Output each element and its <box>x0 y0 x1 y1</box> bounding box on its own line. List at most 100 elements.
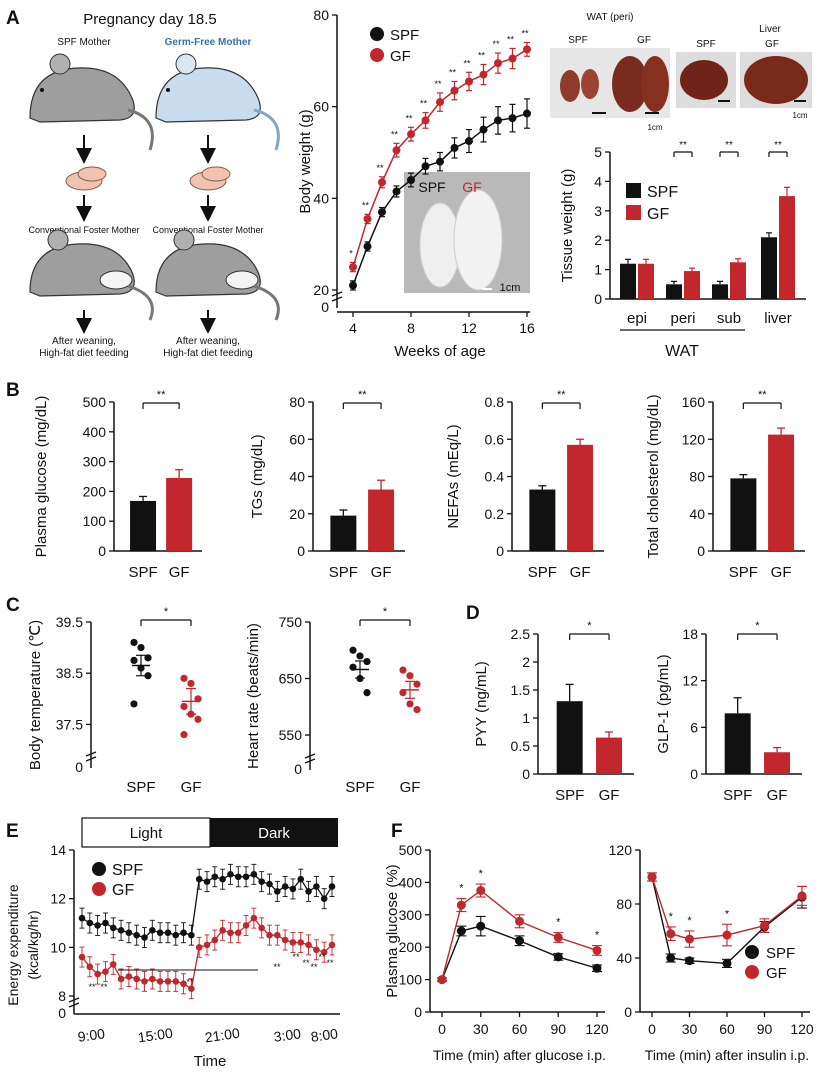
y-tick-label: 0 <box>594 291 602 307</box>
wat-photo-title: WAT (peri) <box>586 12 633 23</box>
panel-label-e: E <box>6 821 19 842</box>
data-point-gf <box>399 689 407 697</box>
significance-mark: ** <box>478 51 486 61</box>
y-axis-label: PYY (ng/mL) <box>473 661 490 747</box>
data-point-spf <box>156 929 164 937</box>
y-tick-label: 0.2 <box>485 506 505 522</box>
data-point-gf <box>274 931 281 939</box>
data-point-spf <box>281 883 289 890</box>
bar-gf <box>567 444 594 551</box>
y-tick-label: 1 <box>522 710 530 726</box>
data-point-gf <box>125 973 133 980</box>
series-line-spf <box>441 925 598 980</box>
data-point-spf <box>109 924 117 932</box>
y-tick-label: 8 <box>58 988 66 1004</box>
x-axis-label: Weeks of age <box>394 343 485 360</box>
y-tick-label: 80 <box>689 469 705 485</box>
significance-mark: ** <box>88 982 96 992</box>
legend-swatch-gf <box>626 205 641 220</box>
y-tick-label: 0 <box>624 1004 632 1020</box>
y-tick-label: 500 <box>399 842 423 858</box>
panel-label-a: A <box>6 8 20 29</box>
light-phase-label: Light <box>130 825 163 842</box>
data-point-gf <box>421 116 430 125</box>
x-axis-label: Time (min) after glucose i.p. <box>433 1047 606 1063</box>
x-tick-label: 120 <box>585 1021 609 1037</box>
bar-gf <box>166 477 193 551</box>
data-point-gf <box>188 985 195 992</box>
panel-label-b: B <box>6 380 20 401</box>
data-point-gf <box>195 944 203 951</box>
legend-swatch-spf <box>626 183 641 198</box>
mice-photo-scale-label: 1cm <box>500 282 521 294</box>
x-axis-label: Time (min) after insulin i.p. <box>645 1047 809 1063</box>
y-tick-label: 2 <box>594 232 602 248</box>
data-point-spf <box>144 654 152 662</box>
data-point-gf <box>479 70 488 79</box>
significance-mark: ** <box>521 29 529 39</box>
bar-spf-epi <box>620 263 636 299</box>
y-tick-label: 39.5 <box>56 614 83 630</box>
data-point-spf <box>227 871 234 878</box>
data-point-gf <box>180 702 188 711</box>
data-point-spf <box>479 125 488 134</box>
data-point-gf <box>320 948 328 956</box>
data-point-spf <box>141 934 148 941</box>
data-point-gf <box>553 932 563 942</box>
y-tick-label: 0.4 <box>485 469 505 485</box>
x-category-label: GF <box>169 564 190 581</box>
bar-gf <box>764 752 791 774</box>
data-point-spf <box>195 875 203 883</box>
x-category-label: SPF <box>723 787 752 804</box>
data-point-spf <box>78 914 86 922</box>
y-axis-label: Body weight (g) <box>297 109 314 213</box>
data-point-gf <box>450 86 459 95</box>
wat-photo: WAT (peri) SPF GF 1cm <box>550 12 670 132</box>
significance-label: ** <box>557 389 566 401</box>
data-point-gf <box>86 963 94 971</box>
y-tick-label: 6 <box>690 719 698 735</box>
data-point-gf <box>436 98 444 107</box>
data-point-gf <box>456 900 466 910</box>
bar-spf <box>130 500 157 551</box>
data-point-spf <box>436 157 444 166</box>
y-tick-label: 0 <box>690 766 698 782</box>
data-point-gf <box>413 680 421 688</box>
data-point-gf <box>219 927 226 934</box>
significance-mark: ** <box>310 962 318 972</box>
data-point-spf <box>274 888 281 895</box>
panel-label-f: F <box>391 821 403 842</box>
legend-marker-gf <box>370 48 384 62</box>
significance-mark: ** <box>302 958 310 968</box>
B_chol-chart: 0 40 80 120 160 Total cholesterol (mg/dL) SPF G… <box>645 389 805 581</box>
significance-mark: ** <box>273 962 281 972</box>
data-point-spf <box>94 922 101 929</box>
x-tick-label: 4 <box>349 320 357 336</box>
y-tick-label: 0 <box>98 543 106 559</box>
x-tick-label: 8 <box>407 320 415 336</box>
y-tick-label: 80 <box>289 394 305 410</box>
legend-marker-gf <box>745 965 759 979</box>
x-category-label: liver <box>764 310 792 327</box>
bar-spf <box>556 701 583 774</box>
bar-gf <box>368 489 395 551</box>
legend-label-gf: GF <box>647 206 669 223</box>
y-tick-label: 40 <box>289 469 305 485</box>
data-point-spf <box>149 927 156 934</box>
liver-photo-gf-label: GF <box>765 39 779 50</box>
significance-mark: * <box>725 908 730 920</box>
x-tick-label: 90 <box>757 1021 773 1037</box>
data-point-gf <box>413 706 421 714</box>
data-point-spf <box>407 176 415 184</box>
y-tick-label: 60 <box>313 99 329 115</box>
significance-label: ** <box>358 389 367 401</box>
panel-label-d: D <box>466 603 480 624</box>
y-tick-label: 120 <box>609 842 633 858</box>
y-tick-label: 14 <box>50 842 66 858</box>
data-point-gf <box>378 178 386 187</box>
x-axis-label: Time <box>194 1053 227 1070</box>
data-point-spf <box>102 919 109 927</box>
data-point-gf <box>180 731 188 739</box>
liver-photo-title: Liver <box>759 24 781 35</box>
wat-group-label: WAT <box>665 343 699 360</box>
